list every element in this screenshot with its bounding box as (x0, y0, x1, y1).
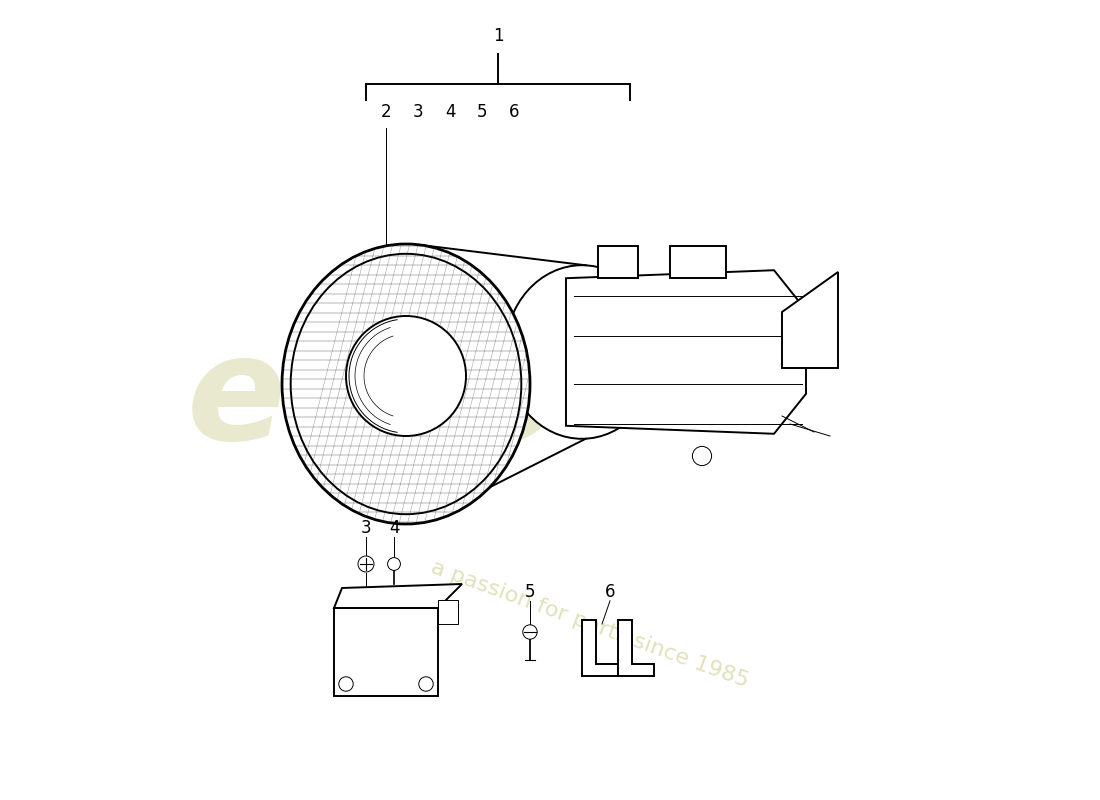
Text: 4: 4 (388, 519, 399, 537)
Polygon shape (582, 620, 618, 676)
Circle shape (358, 556, 374, 572)
Text: 4: 4 (444, 103, 455, 121)
Text: 5: 5 (525, 583, 536, 601)
Circle shape (522, 625, 537, 639)
Text: 6: 6 (508, 103, 519, 121)
Text: 6: 6 (605, 583, 615, 601)
Polygon shape (782, 272, 838, 368)
Text: 3: 3 (361, 519, 372, 537)
Circle shape (387, 558, 400, 570)
Text: 1: 1 (493, 27, 504, 45)
Ellipse shape (346, 316, 466, 436)
Polygon shape (438, 600, 458, 624)
Polygon shape (334, 608, 438, 696)
Text: euro: euro (187, 330, 561, 470)
Circle shape (419, 677, 433, 691)
Text: 3: 3 (412, 103, 424, 121)
Ellipse shape (282, 244, 530, 524)
Polygon shape (670, 246, 726, 278)
Polygon shape (334, 584, 462, 608)
Circle shape (339, 677, 353, 691)
Ellipse shape (505, 265, 659, 438)
Text: a passion for parts since 1985: a passion for parts since 1985 (428, 557, 751, 691)
Text: 2: 2 (381, 103, 392, 121)
Polygon shape (566, 270, 806, 434)
Circle shape (692, 446, 712, 466)
Polygon shape (618, 620, 654, 676)
Polygon shape (598, 246, 638, 278)
Text: 5: 5 (476, 103, 487, 121)
